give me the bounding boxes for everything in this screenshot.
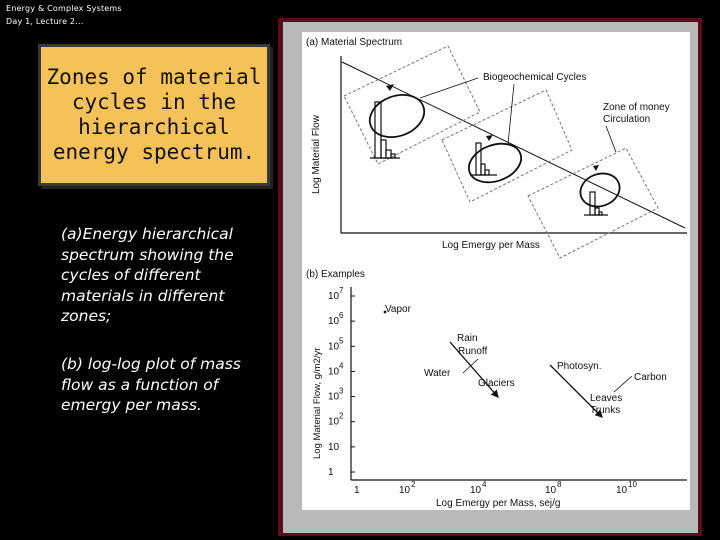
y-tick-exponent: 7 — [339, 286, 344, 295]
glaciers-label: Glaciers — [478, 378, 515, 389]
carbon-leader — [613, 375, 633, 393]
y-tick-label: 10 — [328, 392, 340, 403]
y-tick-label: 10 — [328, 316, 340, 327]
money-zone-line2: Circulation — [603, 114, 650, 125]
slide-title: Zones of material cycles in the hierarch… — [46, 65, 262, 164]
y-tick-exponent: 3 — [339, 387, 344, 396]
runoff-label: Runoff — [458, 346, 488, 357]
x-tick-label: 10 — [399, 485, 411, 496]
bio-cycles-label: Biogeochemical Cycles — [483, 72, 586, 83]
carbon-label: Carbon — [634, 372, 667, 383]
water-label: Water — [424, 368, 451, 379]
bio-cycles-leader-b — [507, 83, 515, 145]
bar-histograms — [370, 101, 608, 216]
panel-a-xlabel: Log Emergy per Mass — [442, 240, 540, 251]
panel-a-label: (a) Material Spectrum — [306, 37, 402, 48]
x-tick-label: 10 — [470, 485, 482, 496]
description-b: (b) log-log plot of mass flow as a funct… — [61, 355, 241, 414]
x-tick-label: 10 — [616, 485, 628, 496]
y-tick-label: 10 — [328, 341, 340, 352]
money-zone-line1: Zone of money — [603, 102, 670, 113]
panel-a-axes — [340, 56, 687, 234]
bio-cycles-leader-a — [419, 77, 479, 99]
water-trend-line — [449, 341, 499, 398]
trunks-label: Trunks — [590, 405, 620, 416]
slide-title-box: Zones of material cycles in the hierarch… — [38, 44, 270, 186]
photosyn-label: Photosyn. — [557, 361, 601, 372]
y-tick-label: 10 — [328, 417, 340, 428]
description-a: (a)Energy hierarchical spectrum showing … — [61, 225, 234, 325]
y-tick-label: 10 — [328, 366, 340, 377]
y-tick-exponent: 6 — [339, 311, 344, 320]
y-tick-exponent: 5 — [339, 336, 344, 345]
money-zone-leader — [605, 125, 617, 153]
panel-a-ylabel: Log Material Flow — [311, 114, 322, 194]
y-tick-label: 1 — [328, 467, 334, 478]
panel-b-xlabel: Log Emergy per Mass, sej/g — [436, 498, 561, 509]
x-tick-exponent: 4 — [482, 480, 487, 489]
x-tick-label: 1 — [354, 485, 360, 496]
panel-b-label: (b) Examples — [306, 269, 365, 280]
vapor-label: Vapor — [385, 304, 412, 315]
carbon-trend-line — [549, 364, 603, 418]
y-tick-label: 10 — [328, 291, 340, 302]
rain-label: Rain — [457, 333, 478, 344]
lecture-label: Day 1, Lecture 2… — [6, 17, 84, 26]
spectrum-line — [341, 61, 686, 229]
figure-svg: (a) Material Spectrum Log Material Flow … — [306, 37, 687, 509]
x-tick-exponent: 10 — [628, 480, 637, 489]
x-tick-label: 10 — [545, 485, 557, 496]
vapor-point — [383, 310, 387, 314]
panel-b-ylabel: Log Material Flow, g/m2/yr — [312, 348, 323, 459]
x-tick-exponent: 8 — [557, 480, 562, 489]
water-leader — [462, 358, 479, 374]
cycle-ellipses — [368, 94, 621, 208]
y-tick-label: 10 — [328, 442, 340, 453]
y-tick-exponent: 4 — [339, 361, 344, 370]
x-tick-exponent: 2 — [411, 480, 416, 489]
panel-b-axes — [350, 287, 687, 481]
figure: (a) Material Spectrum Log Material Flow … — [302, 32, 690, 510]
y-tick-exponent: 2 — [339, 412, 344, 421]
cycle-arrowheads — [386, 84, 599, 171]
leaves-label: Leaves — [590, 393, 622, 404]
course-title: Energy & Complex Systems — [6, 4, 122, 13]
header: Energy & Complex Systems Day 1, Lecture … — [6, 2, 122, 28]
